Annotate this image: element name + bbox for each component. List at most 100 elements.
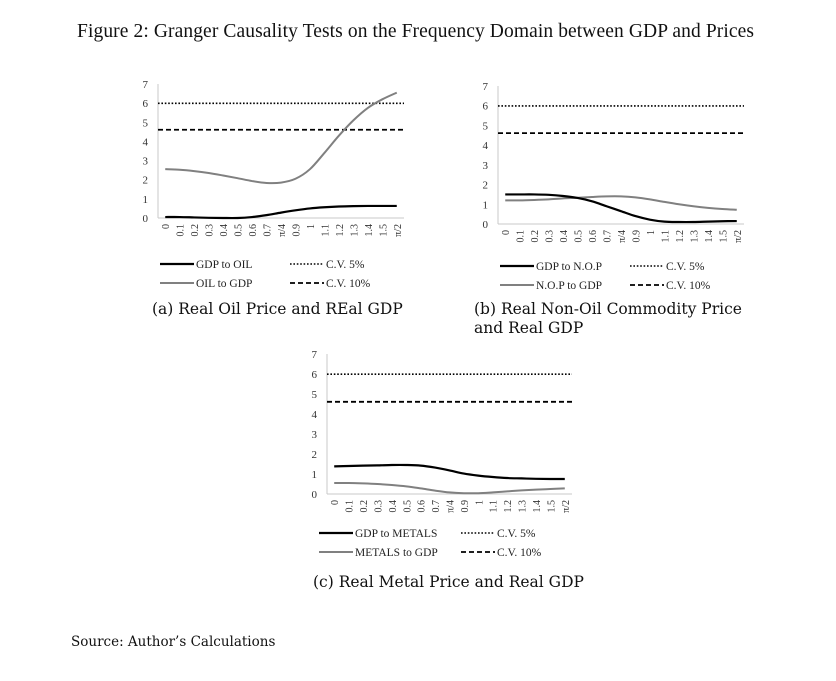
x-tick-label: 1	[474, 500, 485, 505]
y-tick-label: 2	[483, 180, 489, 192]
x-tick-label: π/2	[733, 230, 744, 243]
y-tick-label: 4	[312, 409, 318, 421]
y-tick-label: 6	[483, 101, 489, 113]
y-tick-label: 7	[143, 79, 149, 91]
legend-label: C.V. 5%	[326, 259, 365, 271]
y-tick-label: 5	[312, 389, 318, 401]
y-tick-label: 1	[312, 469, 318, 481]
x-tick-label: 0.4	[219, 224, 230, 237]
x-tick-label: 1.5	[378, 224, 389, 237]
x-tick-label: π/4	[617, 230, 628, 243]
x-tick-label: 0.5	[574, 230, 585, 243]
x-tick-label: 0.7	[603, 230, 614, 243]
legend-label: METALS to GDP	[355, 547, 438, 559]
x-tick-label: 0.9	[460, 500, 471, 513]
x-tick-label: π/4	[277, 224, 288, 237]
legend-label: C.V. 5%	[497, 528, 536, 540]
series-line-oil-to-gdp	[165, 91, 398, 185]
y-tick-label: 5	[483, 120, 489, 132]
caption-b: (b) Real Non-Oil Commodity Price and Rea…	[474, 300, 742, 337]
series-line-gdp-to-n-o-p	[505, 193, 737, 224]
x-tick-label: 0.4	[388, 500, 399, 513]
y-tick-label: 3	[483, 160, 489, 172]
y-tick-label: 3	[143, 156, 149, 168]
x-tick-label: 1.4	[704, 230, 715, 243]
x-tick-label: 0.2	[530, 230, 541, 243]
legend-label: C.V. 10%	[666, 280, 711, 292]
y-tick-label: 1	[143, 194, 149, 206]
x-tick-label: 1.1	[320, 224, 331, 237]
x-tick-label: 1.3	[349, 224, 360, 237]
x-tick-label: 1.3	[518, 500, 529, 513]
y-tick-label: 0	[483, 219, 489, 231]
x-tick-label: 1	[306, 224, 317, 229]
x-tick-label: 0.3	[545, 230, 556, 243]
x-tick-label: 0.2	[359, 500, 370, 513]
y-tick-label: 0	[143, 213, 149, 225]
y-tick-label: 6	[143, 98, 149, 110]
x-tick-label: 0.3	[205, 224, 216, 237]
x-tick-label: 0.4	[559, 230, 570, 243]
series-line-n-o-p-to-gdp	[505, 195, 737, 211]
caption-a: (a) Real Oil Price and REal GDP	[152, 300, 403, 318]
figure-title: Figure 2: Granger Causality Tests on the…	[77, 21, 755, 42]
legend-label: C.V. 5%	[666, 261, 705, 273]
x-tick-label: 0	[161, 224, 172, 229]
y-tick-label: 0	[312, 489, 318, 501]
y-tick-label: 2	[312, 449, 318, 461]
legend-label: GDP to METALS	[355, 528, 437, 540]
y-tick-label: 5	[143, 117, 149, 129]
x-tick-label: 0.7	[431, 500, 442, 513]
x-tick-label: 0.6	[588, 230, 599, 243]
x-tick-label: 0.9	[291, 224, 302, 237]
x-tick-label: 0.5	[402, 500, 413, 513]
x-tick-label: 1.2	[503, 500, 514, 512]
y-tick-label: 7	[483, 81, 489, 93]
legend-label: GDP to OIL	[196, 259, 252, 271]
x-tick-label: 1.3	[689, 230, 700, 243]
y-tick-label: 1	[483, 199, 489, 211]
x-tick-label: 1.4	[364, 224, 375, 237]
x-tick-label: 0.1	[516, 230, 527, 243]
y-tick-label: 6	[312, 369, 318, 381]
y-tick-label: 2	[143, 175, 149, 187]
series-line-gdp-to-oil	[165, 204, 397, 220]
legend-c: GDP to METALS C.V. 5% METALS to GDP C.V. 10…	[319, 528, 542, 559]
x-tick-label: 1.4	[532, 500, 543, 513]
x-tick-label: 0.7	[263, 224, 274, 237]
x-tick-label: 0.6	[248, 224, 259, 237]
caption-c: (c) Real Metal Price and Real GDP	[313, 573, 584, 591]
x-tick-label: 0.1	[176, 224, 187, 237]
x-tick-label: 1.1	[489, 500, 500, 513]
x-tick-label: 0	[501, 230, 512, 235]
legend-b: GDP to N.O.P C.V. 5% N.O.P to GDP C.V. 10%	[500, 261, 711, 292]
series-line-gdp-to-metals	[334, 463, 565, 481]
x-tick-label: 0.9	[631, 230, 642, 243]
x-tick-label: 0.5	[234, 224, 245, 237]
legend-label: GDP to N.O.P	[536, 261, 602, 273]
x-tick-label: π/2	[561, 500, 572, 513]
x-tick-label: 0.6	[417, 500, 428, 513]
series-line-metals-to-gdp	[334, 481, 565, 495]
x-tick-label: 1	[646, 230, 657, 235]
x-tick-label: 1.5	[718, 230, 729, 243]
legend-label: C.V. 10%	[326, 278, 371, 290]
x-tick-label: 0	[330, 500, 341, 505]
y-tick-label: 7	[312, 349, 318, 361]
x-tick-label: 1.5	[546, 500, 557, 513]
x-tick-label: π/4	[446, 500, 457, 513]
x-tick-label: π/2	[393, 224, 404, 237]
y-tick-label: 3	[312, 429, 318, 441]
x-tick-label: 1.1	[660, 230, 671, 243]
x-tick-label: 1.2	[335, 224, 346, 237]
x-tick-label: 1.2	[675, 230, 686, 243]
x-tick-label: 0.2	[190, 224, 201, 237]
legend-a: GDP to OIL C.V. 5% OIL to GDP C.V. 10%	[160, 259, 371, 290]
legend-label: C.V. 10%	[497, 547, 542, 559]
legend-label: OIL to GDP	[196, 278, 252, 290]
legend-label: N.O.P to GDP	[536, 280, 602, 292]
